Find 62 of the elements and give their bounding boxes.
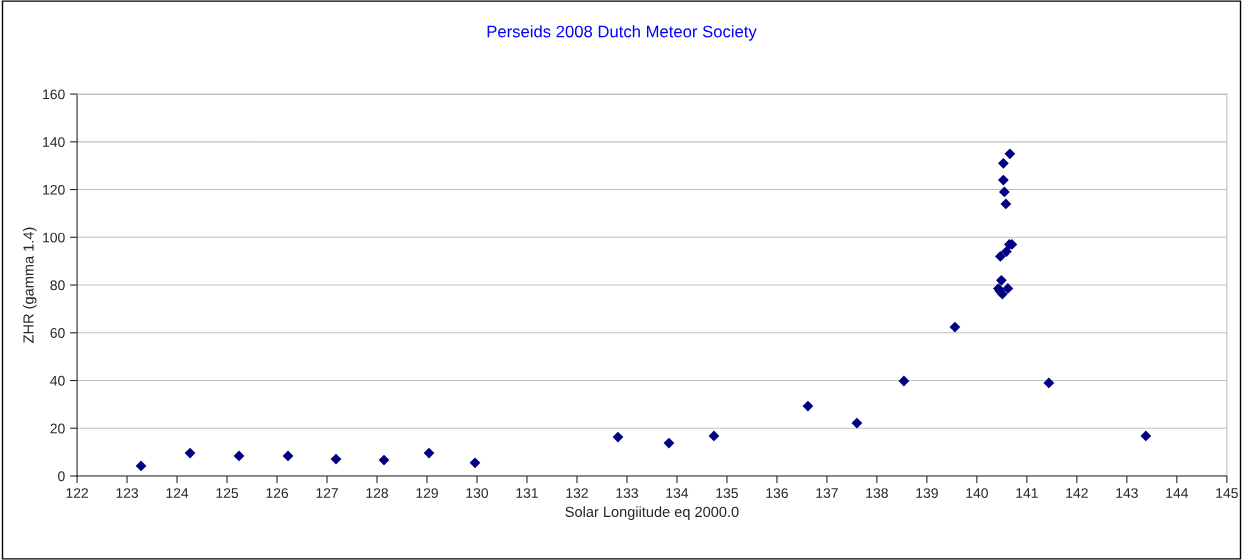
y-tick-label: 20	[50, 423, 65, 434]
x-tick-label: 125	[216, 488, 239, 499]
y-tick-label: 100	[43, 232, 65, 243]
point	[998, 174, 1009, 186]
x-tick-label: 145	[1216, 488, 1238, 499]
point	[663, 437, 675, 449]
point	[330, 453, 342, 465]
point	[184, 447, 196, 459]
x-tick-label: 141	[1016, 488, 1038, 498]
x-tick-label: 144	[1166, 488, 1189, 498]
point	[1001, 246, 1012, 257]
x-tick-label: 136	[766, 488, 788, 499]
x-tick-label: 123	[116, 488, 139, 499]
point	[423, 447, 435, 459]
y-tick-label: 160	[43, 89, 65, 100]
point	[1000, 198, 1012, 210]
point	[708, 430, 720, 442]
point	[233, 450, 245, 462]
point	[1043, 377, 1055, 389]
x-tick-label: 130	[466, 488, 489, 499]
point	[612, 431, 624, 443]
point	[469, 457, 481, 469]
x-tick-label: 140	[966, 488, 988, 499]
point	[998, 157, 1009, 169]
x-tick-label: 138	[866, 488, 888, 499]
x-tick-label: 134	[666, 488, 689, 499]
x-tick-label: 128	[366, 488, 388, 499]
point	[996, 274, 1007, 286]
point	[378, 454, 390, 466]
x-axis-title: Solar Longiitude eq 2000.0	[565, 506, 739, 520]
x-tick-label: 122	[66, 488, 88, 498]
y-tick-label: 140	[43, 137, 65, 147]
x-tick-label: 143	[1116, 488, 1138, 499]
y-tick-label: 40	[50, 375, 65, 386]
y-tick-label: 0	[58, 471, 65, 482]
point	[851, 417, 863, 429]
x-tick-label: 142	[1066, 488, 1088, 498]
point	[999, 186, 1010, 198]
x-tick-label: 126	[266, 488, 288, 499]
point	[135, 460, 147, 472]
x-tick-label: 133	[616, 488, 638, 499]
y-tick-label: 80	[50, 280, 65, 291]
x-tick-label: 124	[166, 488, 189, 498]
x-tick-label: 129	[416, 488, 438, 499]
point	[898, 375, 910, 387]
point	[1004, 148, 1016, 160]
x-tick-label: 131	[516, 488, 538, 499]
chart-title: Perseids 2008 Dutch Meteor Society	[487, 25, 757, 41]
y-tick-label: 60	[50, 328, 65, 338]
point	[949, 321, 961, 333]
point	[995, 251, 1006, 262]
x-tick-label: 127	[316, 488, 338, 498]
point	[1140, 430, 1152, 442]
x-tick-label: 139	[916, 488, 938, 499]
point	[282, 450, 294, 462]
point	[1002, 283, 1014, 294]
y-axis-title: ZHR (gamma 1.4)	[22, 227, 37, 343]
y-tick-label: 120	[43, 184, 65, 195]
point	[802, 400, 814, 412]
x-tick-label: 132	[566, 488, 588, 499]
x-tick-label: 137	[816, 488, 838, 499]
x-tick-label: 135	[716, 488, 738, 499]
